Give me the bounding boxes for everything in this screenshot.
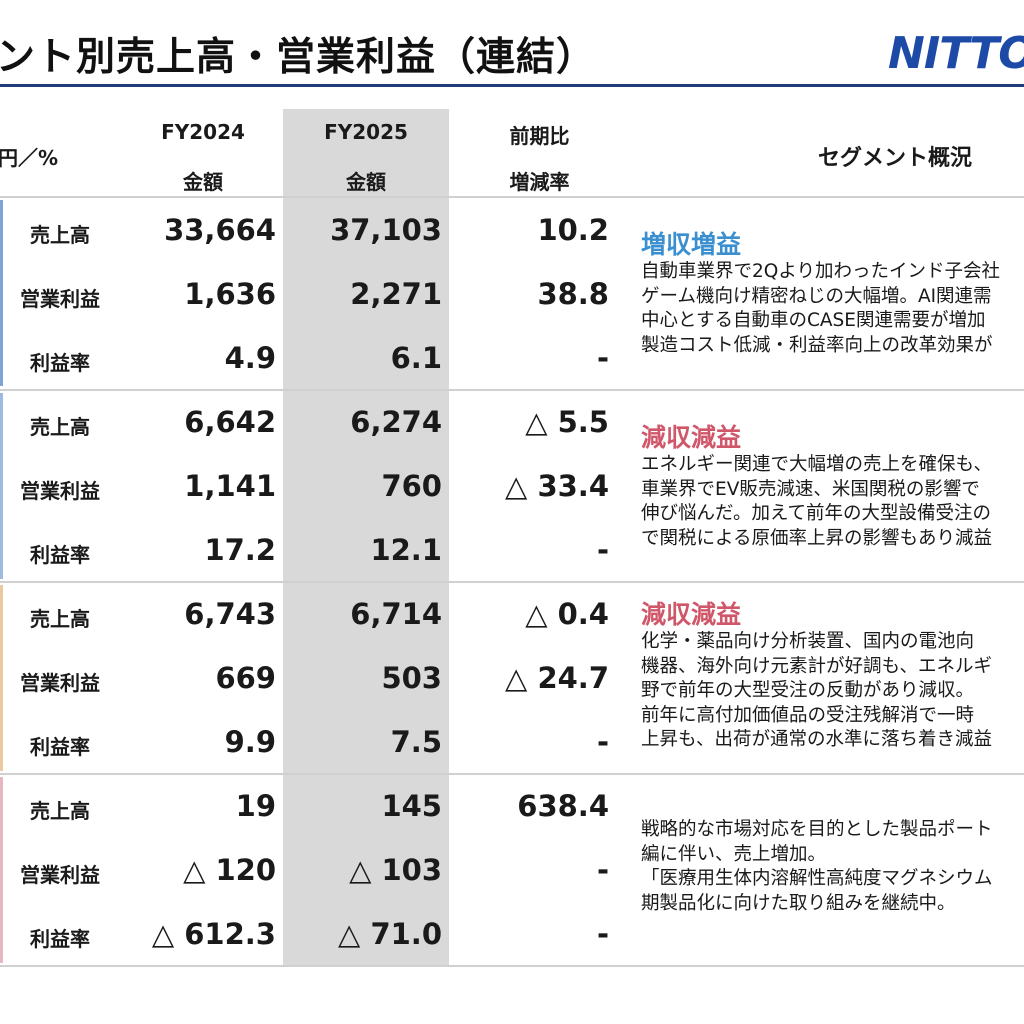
segment-overview-text: 戦略的な市場対応を目的とした製品ポート 編に伴い、売上増加。 「医療用生体内溶解… (641, 818, 1024, 916)
overview-line: 上昇も、出荷が通常の水準に落ち着き減益 (641, 729, 992, 750)
fy2024-subheader: 金額 (183, 170, 223, 194)
overview-line: 前年に高付加価値品の受注残解消で一時 (641, 704, 975, 726)
yoy-value: - (596, 853, 609, 887)
segment-divider (0, 389, 1024, 391)
metric-label: 利益率 (30, 927, 90, 951)
fy2025-value: 6.1 (390, 341, 442, 375)
overview-line: 「医療用生体内溶解性高純度マグネシウム (641, 868, 993, 889)
fy2025-value: 145 (381, 789, 442, 823)
yoy-value: - (596, 725, 609, 759)
fy2025-value: 7.5 (390, 725, 442, 759)
fy2025-value: △ 71.0 (338, 917, 442, 951)
yoy-value: △ 0.4 (525, 597, 609, 631)
yoy-value: - (596, 341, 609, 375)
metric-label: 利益率 (30, 351, 90, 375)
overview-line: 編に伴い、売上増加。 (641, 843, 827, 865)
fy2024-value: 6,743 (184, 597, 276, 631)
metric-label: 売上高 (30, 223, 90, 247)
metric-label: 営業利益 (20, 863, 100, 887)
overview-line: 期製品化に向けた取り組みを継続中。 (641, 892, 956, 914)
fy2025-value: 6,274 (350, 405, 442, 439)
yoy-subheader: 増減率 (509, 170, 570, 194)
fy2024-header: FY2024 (161, 120, 245, 144)
overview-line: で関税による原価率上昇の影響もあり減益 (641, 527, 992, 549)
yoy-value: △ 33.4 (505, 469, 609, 503)
fy2024-value: △ 612.3 (151, 917, 276, 951)
fy2024-value: 669 (215, 661, 276, 695)
header-divider (0, 196, 1024, 198)
fy2024-value: △ 120 (183, 853, 276, 887)
overview-line: 野で前年の大型受注の反動があり減収。 (641, 680, 975, 701)
table-bottom-rule (0, 965, 1024, 967)
fy2024-value: 1,141 (184, 469, 276, 503)
fy2024-value: 33,664 (164, 213, 276, 247)
fy2025-value: 12.1 (370, 533, 442, 567)
yoy-value: 38.8 (537, 277, 609, 311)
segment-accent (0, 393, 3, 579)
metric-label: 売上高 (30, 415, 90, 439)
overview-line: 戦略的な市場対応を目的とした製品ポート (641, 819, 993, 840)
metric-label: 営業利益 (20, 287, 100, 311)
fy2024-value: 1,636 (184, 277, 276, 311)
fy2025-highlight-column (283, 109, 449, 967)
fy2025-value: △ 103 (349, 853, 442, 887)
fy2025-value: 503 (381, 661, 442, 695)
yoy-value: 10.2 (537, 213, 609, 247)
overview-line: 車業界でEV販売減速、米国関税の影響で (641, 478, 980, 500)
segment-divider (0, 581, 1024, 583)
segment-overview-text: 化学・薬品向け分析装置、国内の電池向 機器、海外向け元素計が好調も、エネルギ 野… (641, 630, 1024, 753)
fy2025-header: FY2025 (324, 120, 408, 144)
title-rule (0, 84, 1024, 87)
metric-label: 利益率 (30, 735, 90, 759)
fy2024-value: 9.9 (224, 725, 276, 759)
yoy-value: - (596, 917, 609, 951)
metric-label: 営業利益 (20, 671, 100, 695)
unit-label: 円／% (0, 146, 59, 170)
segment-accent (0, 200, 3, 386)
yoy-value: △ 5.5 (525, 405, 609, 439)
segment-accent (0, 585, 3, 771)
yoy-value: △ 24.7 (505, 661, 609, 695)
overview-line: 中心とする自動車のCASE関連需要が増加 (641, 310, 986, 331)
metric-label: 営業利益 (20, 479, 100, 503)
overview-line: 伸び悩んだ。加えて前年の大型設備受注の (641, 503, 992, 524)
fy2024-value: 17.2 (204, 533, 276, 567)
overview-line: 機器、海外向け元素計が好調も、エネルギ (641, 655, 992, 677)
fy2025-value: 6,714 (350, 597, 442, 631)
fy2024-value: 6,642 (184, 405, 276, 439)
fy2025-value: 37,103 (330, 213, 442, 247)
fy2025-subheader: 金額 (346, 170, 386, 194)
metric-label: 売上高 (30, 607, 90, 631)
yoy-header: 前期比 (509, 124, 570, 148)
overview-line: エネルギー関連で大幅増の売上を確保も、 (641, 454, 992, 475)
segment-divider (0, 773, 1024, 775)
segment-result-heading: 減収減益 (641, 423, 742, 452)
fy2025-value: 2,271 (350, 277, 442, 311)
yoy-value: - (596, 533, 609, 567)
segment-result-heading: 減収減益 (641, 600, 742, 629)
segment-overview-text: 自動車業界で2Qより加わったインド子会社 ゲーム機向け精密ねじの大幅増。AI関連… (641, 260, 1024, 358)
segment-accent (0, 777, 3, 963)
overview-line: 化学・薬品向け分析装置、国内の電池向 (641, 631, 975, 652)
metric-label: 利益率 (30, 543, 90, 567)
company-logo: NITTOS (888, 28, 1024, 79)
overview-line: 製造コスト低減・利益率向上の改革効果が (641, 334, 993, 356)
yoy-value: 638.4 (517, 789, 609, 823)
fy2024-value: 19 (235, 789, 276, 823)
overview-line: ゲーム機向け精密ねじの大幅増。AI関連需 (641, 285, 992, 307)
segment-overview-text: エネルギー関連で大幅増の売上を確保も、 車業界でEV販売減速、米国関税の影響で … (641, 453, 1024, 551)
page-title: ント別売上高・営業利益（連結） (0, 35, 597, 80)
overview-header: セグメント概況 (817, 146, 972, 171)
metric-label: 売上高 (30, 799, 90, 823)
fy2024-value: 4.9 (224, 341, 276, 375)
fy2025-value: 760 (381, 469, 442, 503)
segment-result-heading: 増収増益 (641, 230, 742, 259)
overview-line: 自動車業界で2Qより加わったインド子会社 (641, 261, 1000, 282)
